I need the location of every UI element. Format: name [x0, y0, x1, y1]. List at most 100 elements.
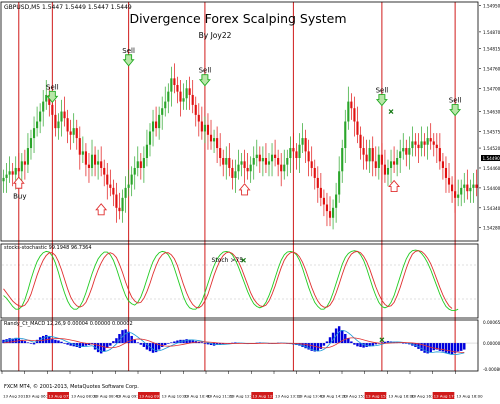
candle-body[interactable] — [393, 161, 395, 164]
candle-body[interactable] — [42, 102, 44, 112]
candle-body[interactable] — [460, 188, 462, 195]
candle-body[interactable] — [30, 138, 32, 148]
candle-body[interactable] — [414, 141, 416, 144]
candle-body[interactable] — [73, 128, 75, 135]
candle-body[interactable] — [176, 85, 178, 92]
candle-body[interactable] — [369, 148, 371, 161]
macd-bar[interactable] — [326, 341, 328, 343]
macd-bar[interactable] — [423, 343, 425, 353]
candle-body[interactable] — [118, 208, 120, 211]
candle-body[interactable] — [143, 158, 145, 168]
candle-body[interactable] — [152, 122, 154, 132]
macd-bar[interactable] — [60, 342, 62, 343]
macd-bar[interactable] — [124, 329, 126, 343]
macd-bar[interactable] — [451, 343, 453, 354]
macd-bar[interactable] — [442, 343, 444, 351]
candle-body[interactable] — [283, 165, 285, 172]
macd-bar[interactable] — [42, 336, 44, 343]
candle-body[interactable] — [433, 141, 435, 144]
candle-body[interactable] — [6, 175, 8, 178]
candle-body[interactable] — [366, 155, 368, 162]
candle-body[interactable] — [405, 148, 407, 155]
macd-bar[interactable] — [143, 343, 145, 347]
candle-body[interactable] — [33, 128, 35, 138]
candle-body[interactable] — [289, 148, 291, 158]
candle-body[interactable] — [314, 168, 316, 178]
candle-body[interactable] — [344, 122, 346, 149]
candle-body[interactable] — [402, 148, 404, 151]
macd-bar[interactable] — [173, 341, 175, 343]
candle-body[interactable] — [173, 78, 175, 85]
candle-body[interactable] — [439, 148, 441, 161]
candle-body[interactable] — [399, 151, 401, 158]
candle-body[interactable] — [469, 188, 471, 191]
candle-body[interactable] — [204, 125, 206, 132]
candle-body[interactable] — [109, 185, 111, 188]
macd-bar[interactable] — [45, 335, 47, 343]
macd-bar[interactable] — [137, 342, 139, 343]
candle-body[interactable] — [158, 115, 160, 128]
candle-body[interactable] — [359, 135, 361, 148]
candle-body[interactable] — [363, 148, 365, 155]
candle-body[interactable] — [121, 198, 123, 211]
candle-body[interactable] — [323, 198, 325, 205]
candle-body[interactable] — [155, 122, 157, 129]
candle-body[interactable] — [146, 145, 148, 158]
candle-body[interactable] — [131, 175, 133, 185]
macd-bar[interactable] — [134, 340, 136, 343]
candle-body[interactable] — [85, 151, 87, 164]
candle-body[interactable] — [417, 145, 419, 148]
candle-body[interactable] — [247, 168, 249, 171]
macd-bar[interactable] — [27, 342, 29, 343]
candle-body[interactable] — [210, 135, 212, 142]
candle-body[interactable] — [375, 161, 377, 168]
candle-body[interactable] — [219, 148, 221, 158]
candle-body[interactable] — [231, 168, 233, 178]
candle-body[interactable] — [125, 188, 127, 198]
candle-body[interactable] — [79, 138, 81, 155]
candle-body[interactable] — [228, 158, 230, 168]
candle-body[interactable] — [12, 171, 14, 174]
candle-body[interactable] — [424, 141, 426, 144]
candle-body[interactable] — [164, 102, 166, 109]
macd-bar[interactable] — [30, 343, 32, 344]
macd-bar[interactable] — [66, 343, 68, 345]
candle-body[interactable] — [350, 102, 352, 109]
candle-body[interactable] — [472, 185, 474, 188]
candle-body[interactable] — [167, 92, 169, 102]
candle-body[interactable] — [445, 168, 447, 178]
candle-body[interactable] — [347, 102, 349, 122]
candle-body[interactable] — [335, 195, 337, 208]
macd-bar[interactable] — [82, 343, 84, 346]
candle-body[interactable] — [341, 148, 343, 171]
candle-body[interactable] — [430, 138, 432, 141]
candle-body[interactable] — [186, 88, 188, 98]
macd-bar[interactable] — [204, 343, 206, 344]
candle-body[interactable] — [301, 138, 303, 145]
candle-body[interactable] — [216, 138, 218, 148]
candle-body[interactable] — [234, 171, 236, 178]
candle-body[interactable] — [256, 155, 258, 158]
candle-body[interactable] — [57, 122, 59, 129]
candle-body[interactable] — [201, 122, 203, 132]
candle-body[interactable] — [2, 178, 4, 181]
macd-bar[interactable] — [140, 343, 142, 345]
macd-bar[interactable] — [24, 341, 26, 343]
macd-bar[interactable] — [457, 343, 459, 351]
candle-body[interactable] — [134, 168, 136, 175]
candle-body[interactable] — [356, 122, 358, 135]
candle-body[interactable] — [67, 118, 69, 131]
macd-bar[interactable] — [350, 341, 352, 343]
macd-bar[interactable] — [185, 339, 187, 343]
candle-body[interactable] — [97, 161, 99, 164]
candle-body[interactable] — [463, 185, 465, 188]
candle-body[interactable] — [207, 125, 209, 135]
candle-body[interactable] — [338, 171, 340, 194]
candle-body[interactable] — [60, 112, 62, 122]
macd-bar[interactable] — [152, 343, 154, 353]
candle-body[interactable] — [271, 155, 273, 162]
candle-body[interactable] — [253, 158, 255, 165]
candle-body[interactable] — [222, 158, 224, 165]
candle-body[interactable] — [179, 92, 181, 102]
candle-body[interactable] — [91, 155, 93, 168]
